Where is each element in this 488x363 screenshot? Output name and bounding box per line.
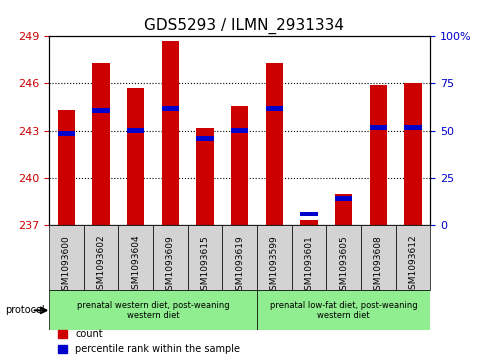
Bar (187, 225, 222, 290)
Text: GSM1093600: GSM1093600 (61, 235, 71, 295)
Text: prenatal western diet, post-weaning
western diet: prenatal western diet, post-weaning west… (77, 301, 229, 320)
Text: GSM1093604: GSM1093604 (131, 235, 140, 295)
Text: GSM1093608: GSM1093608 (373, 235, 382, 295)
Bar (196, 136, 213, 141)
Bar (83, 225, 118, 290)
Bar (369, 125, 386, 130)
Text: GSM1093601: GSM1093601 (304, 235, 313, 295)
Text: GDS5293 / ILMN_2931334: GDS5293 / ILMN_2931334 (144, 18, 344, 34)
Text: prenatal low-fat diet, post-weaning
western diet: prenatal low-fat diet, post-weaning west… (269, 301, 417, 320)
Bar (325, 225, 360, 290)
Bar (334, 196, 351, 201)
Bar (92, 63, 109, 225)
Bar (265, 63, 283, 225)
Text: GSM1093615: GSM1093615 (200, 235, 209, 295)
Bar (300, 220, 317, 225)
Text: GSM1093605: GSM1093605 (339, 235, 347, 295)
Bar (360, 225, 395, 290)
Text: GSM1093619: GSM1093619 (235, 235, 244, 295)
Bar (49, 225, 83, 290)
Text: GSM1093609: GSM1093609 (165, 235, 174, 295)
Text: GSM1093599: GSM1093599 (269, 235, 278, 295)
Bar (58, 131, 75, 136)
Text: GSM1093602: GSM1093602 (96, 235, 105, 295)
Bar (153, 225, 187, 290)
Bar (334, 193, 351, 225)
Bar (222, 225, 256, 290)
Bar (118, 225, 153, 290)
Bar (369, 85, 386, 225)
Bar (265, 106, 283, 111)
Bar (404, 125, 421, 130)
Bar (256, 225, 291, 290)
Bar (404, 83, 421, 225)
Bar (127, 129, 144, 133)
Legend: count, percentile rank within the sample: count, percentile rank within the sample (54, 326, 244, 358)
Bar (230, 129, 248, 133)
Bar (58, 110, 75, 225)
Bar (230, 106, 248, 225)
Bar (127, 88, 144, 225)
Bar (161, 106, 179, 111)
Bar (300, 212, 317, 216)
Text: protocol: protocol (5, 305, 44, 315)
Text: GSM1093612: GSM1093612 (407, 235, 417, 295)
Bar (291, 225, 325, 290)
Bar (395, 225, 429, 290)
Bar (196, 127, 213, 225)
Bar (49, 290, 256, 330)
Bar (92, 108, 109, 113)
Bar (256, 290, 429, 330)
Bar (161, 41, 179, 225)
